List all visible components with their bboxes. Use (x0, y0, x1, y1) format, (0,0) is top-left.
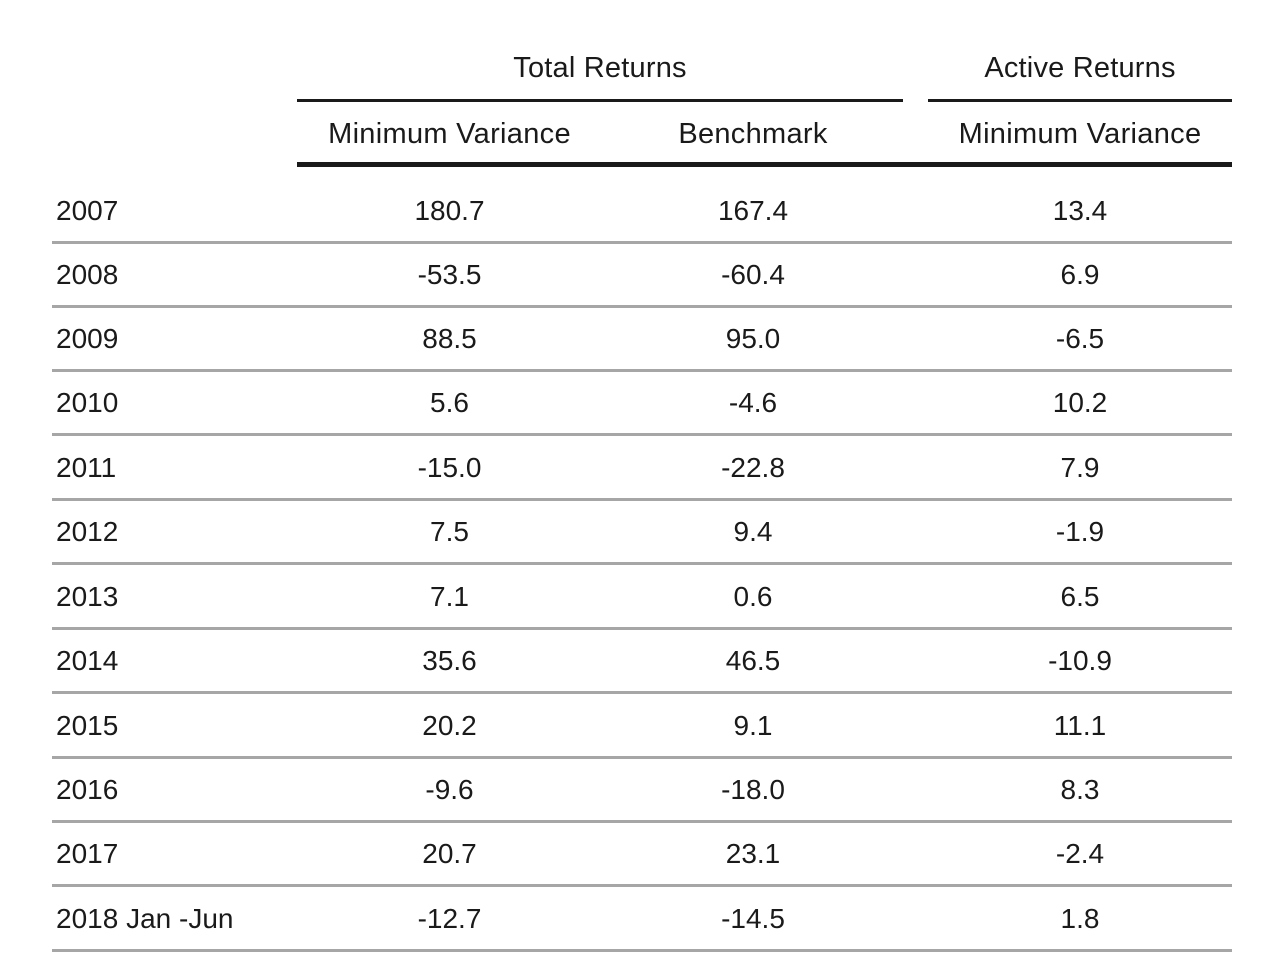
cell-total-minimum-variance: -9.6 (425, 774, 474, 805)
table-row: 2013 7.1 0.6 6.5 (52, 566, 1232, 630)
row-divider (52, 562, 1232, 565)
row-divider (52, 884, 1232, 887)
cell-active-minimum-variance: 8.3 (1060, 774, 1100, 805)
cell-total-minimum-variance: 7.1 (430, 581, 469, 612)
row-divider (52, 241, 1232, 244)
row-divider (52, 949, 1232, 952)
table-row: 2010 5.6 -4.6 10.2 (52, 372, 1232, 436)
cell-active-minimum-variance: -1.9 (1055, 516, 1105, 547)
row-divider (52, 627, 1232, 630)
cell-active-minimum-variance: 6.5 (1060, 581, 1100, 612)
cell-total-minimum-variance: 7.5 (430, 516, 469, 547)
table-row: 2018 Jan -Jun -12.7 -14.5 1.8 (52, 888, 1232, 952)
row-divider (52, 756, 1232, 759)
header-rule (297, 162, 1232, 167)
cell-total-benchmark: 95.0 (725, 323, 781, 354)
row-year: 2013 (56, 581, 119, 612)
row-year: 2015 (56, 710, 119, 741)
row-year: 2008 (56, 259, 119, 290)
cell-total-benchmark: 167.4 (717, 195, 789, 226)
cell-active-minimum-variance: 1.8 (1060, 903, 1100, 934)
column-header-total-benchmark: Benchmark (678, 118, 828, 150)
cell-total-minimum-variance: 20.7 (422, 838, 477, 869)
table-row: 2012 7.5 9.4 -1.9 (52, 501, 1232, 565)
row-year: 2014 (56, 645, 119, 676)
row-year: 2012 (56, 516, 119, 547)
cell-total-benchmark: 23.1 (725, 838, 781, 869)
table-row: 2015 20.2 9.1 11.1 (52, 695, 1232, 759)
row-year: 2009 (56, 323, 119, 354)
row-year: 2011 (56, 452, 117, 483)
table-row: 2016 -9.6 -18.0 8.3 (52, 759, 1232, 823)
cell-total-benchmark: -22.8 (721, 452, 785, 483)
cell-total-minimum-variance: 5.6 (430, 387, 469, 418)
total-returns-rule (297, 99, 903, 102)
cell-total-benchmark: -60.4 (721, 259, 785, 290)
row-year: 2017 (56, 838, 119, 869)
cell-total-benchmark: 9.4 (733, 516, 773, 547)
cell-total-minimum-variance: -15.0 (417, 452, 482, 483)
cell-active-minimum-variance: -10.9 (1048, 645, 1112, 676)
row-year: 2010 (56, 387, 119, 418)
row-divider (52, 433, 1232, 436)
table-row: 2009 88.5 95.0 -6.5 (52, 308, 1232, 372)
active-returns-rule (928, 99, 1232, 102)
cell-active-minimum-variance: 10.2 (1052, 387, 1108, 418)
cell-active-minimum-variance: 11.1 (1053, 710, 1107, 741)
column-header-total-minimum-variance: Minimum Variance (328, 118, 571, 150)
table-row: 2007 180.7 167.4 13.4 (52, 180, 1232, 244)
table-row: 2011 -15.0 -22.8 7.9 (52, 437, 1232, 501)
cell-active-minimum-variance: -2.4 (1055, 838, 1105, 869)
row-year: 2007 (56, 195, 119, 226)
cell-total-minimum-variance: 20.2 (422, 710, 477, 741)
cell-total-benchmark: -14.5 (721, 903, 785, 934)
cell-total-benchmark: -18.0 (721, 774, 785, 805)
row-divider (52, 498, 1232, 501)
row-divider (52, 369, 1232, 372)
cell-total-benchmark: 0.6 (733, 581, 773, 612)
row-divider (52, 820, 1232, 823)
cell-total-benchmark: -4.6 (728, 387, 778, 418)
cell-total-minimum-variance: -53.5 (417, 259, 482, 290)
column-header-active-minimum-variance: Minimum Variance (958, 118, 1202, 150)
total-returns-header: Total Returns (513, 52, 687, 84)
cell-total-benchmark: 46.5 (725, 645, 781, 676)
cell-total-minimum-variance: 180.7 (414, 195, 485, 226)
cell-active-minimum-variance: 13.4 (1052, 195, 1108, 226)
cell-active-minimum-variance: 6.9 (1060, 259, 1100, 290)
table-row: 2017 20.7 23.1 -2.4 (52, 823, 1232, 887)
row-year: 2016 (56, 774, 119, 805)
cell-total-minimum-variance: -12.7 (417, 903, 482, 934)
cell-total-minimum-variance: 88.5 (422, 323, 477, 354)
row-divider (52, 305, 1232, 308)
table-row: 2008 -53.5 -60.4 6.9 (52, 244, 1232, 308)
cell-active-minimum-variance: -6.5 (1055, 323, 1105, 354)
cell-total-minimum-variance: 35.6 (422, 645, 477, 676)
cell-total-benchmark: 9.1 (733, 710, 773, 741)
active-returns-header: Active Returns (984, 52, 1176, 84)
row-year: 2018 Jan -Jun (56, 903, 234, 934)
row-divider (52, 691, 1232, 694)
cell-active-minimum-variance: 7.9 (1060, 452, 1100, 483)
table-row: 2014 35.6 46.5 -10.9 (52, 630, 1232, 694)
